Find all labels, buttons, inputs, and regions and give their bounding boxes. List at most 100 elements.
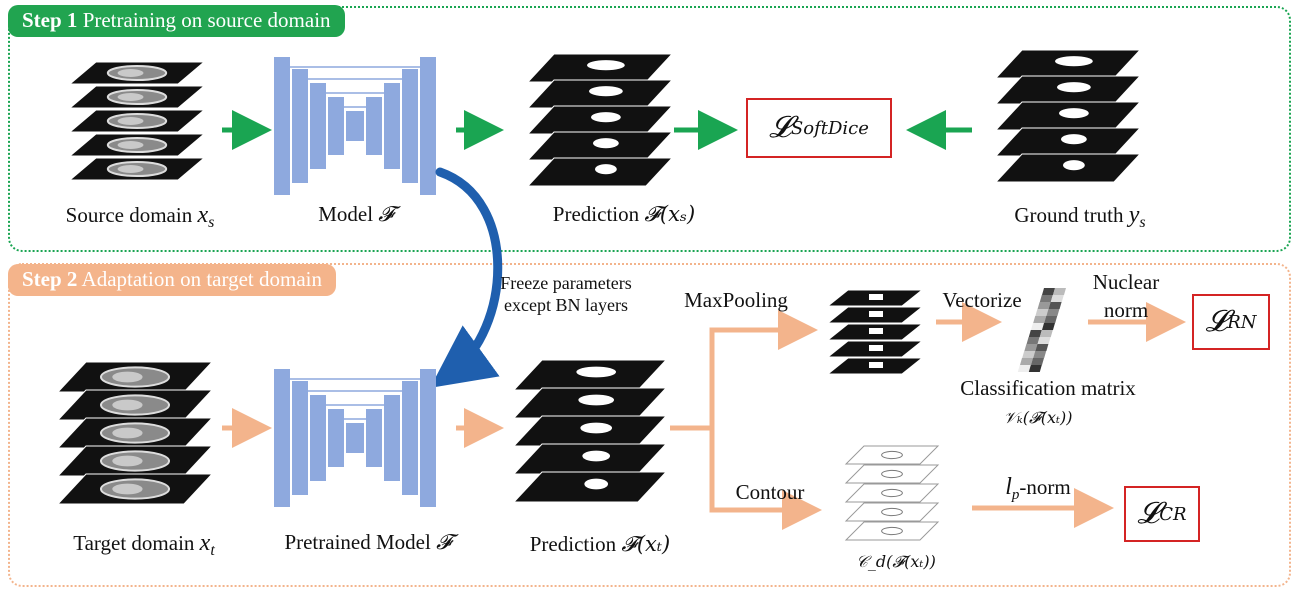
mask-blob: [1061, 134, 1087, 145]
mri-organ: [112, 455, 143, 467]
matrix-cell: [1042, 288, 1055, 295]
mri-organ: [117, 93, 144, 101]
matrix-cell: [1022, 351, 1036, 358]
mask-blob: [587, 60, 625, 71]
label-cd-math: 𝒞_d(𝓕(xₜ)): [856, 552, 936, 571]
loss-cr-box: 𝓛 CR: [1124, 486, 1200, 542]
unet-block: [346, 423, 364, 453]
mask-blob: [589, 86, 623, 97]
unet-block: [328, 409, 344, 467]
matrix-cell: [1035, 344, 1049, 351]
mri-organ: [112, 371, 143, 383]
loss-softdice-box: 𝓛 SoftDice: [746, 98, 892, 158]
label-maxpooling: MaxPooling: [684, 288, 788, 312]
pretrained-model-unet: [274, 369, 436, 507]
unet-block: [420, 57, 436, 195]
matrix-cell: [1053, 288, 1066, 295]
mask-blob: [582, 450, 611, 462]
matrix-cell: [1050, 295, 1064, 302]
pool-cell: [869, 294, 883, 300]
mri-organ: [117, 165, 144, 173]
matrix-cell: [1026, 337, 1040, 344]
stack-slice: [844, 521, 940, 541]
label-lp-norm: lp-norm: [1005, 474, 1071, 504]
unet-block: [328, 97, 344, 155]
mri-organ: [117, 141, 144, 149]
unet-block: [274, 57, 290, 195]
matrix-cell: [1033, 351, 1047, 358]
unet-block: [402, 381, 418, 495]
unet-block: [384, 83, 400, 169]
pool-cell: [869, 311, 883, 317]
matrix-cell: [1037, 337, 1051, 344]
unet-block: [292, 381, 308, 495]
label-model: Model 𝓕: [318, 202, 394, 226]
mask-blob: [578, 394, 615, 406]
pool-cell: [869, 345, 883, 351]
mask-blob: [595, 164, 617, 175]
matrix-cell: [1028, 365, 1042, 372]
unet-block: [310, 395, 326, 481]
label-prediction-source: Prediction 𝓕(xₛ): [552, 202, 696, 226]
unet-block: [384, 395, 400, 481]
model-unet: [274, 57, 436, 195]
mri-organ: [117, 117, 144, 125]
mri-organ: [112, 427, 143, 439]
unet-block: [366, 97, 382, 155]
stack-slice: [844, 483, 940, 503]
mask-blob: [1063, 160, 1085, 171]
prediction-target-stack: [512, 359, 668, 503]
ground-truth-stack: [994, 49, 1142, 183]
label-source-domain: Source domain xs: [65, 202, 215, 232]
step1-banner: Step 1 Pretraining on source domain: [8, 5, 345, 37]
mask-blob: [591, 112, 621, 123]
unet-block: [366, 409, 382, 467]
label-contour: Contour: [735, 480, 805, 504]
label-vectorize: Vectorize: [942, 288, 1022, 312]
mask-blob: [593, 138, 619, 149]
label-target-domain: Target domain xt: [73, 530, 215, 560]
contour-outline: [881, 488, 903, 498]
matrix-cell: [1028, 330, 1042, 337]
loss-rn-box: 𝓛 RN: [1192, 294, 1270, 350]
unet-block: [346, 111, 364, 141]
matrix-cell: [1033, 316, 1047, 323]
unet-block: [292, 69, 308, 183]
stack-slice: [844, 464, 940, 484]
mask-blob: [1057, 82, 1091, 93]
label-nuclear-norm: Nuclear norm: [1092, 270, 1160, 322]
matrix-cell: [1020, 358, 1033, 365]
freeze-curve-arrow: [430, 167, 503, 388]
matrix-cell: [1042, 323, 1055, 330]
matrix-cell: [1039, 295, 1053, 302]
mri-organ: [112, 483, 143, 495]
contour-outline: [881, 469, 903, 479]
prediction-source-stack: [526, 53, 674, 187]
pool-cell: [869, 362, 883, 368]
unet-block: [402, 69, 418, 183]
unet-block: [274, 369, 290, 507]
contour-outline: [881, 450, 903, 460]
mri-organ: [112, 399, 143, 411]
matrix-cell: [1024, 344, 1038, 351]
unet-block: [420, 369, 436, 507]
classification-matrix-graphic: [1017, 288, 1066, 372]
branch-line-contour: [709, 428, 822, 530]
mri-organ: [117, 69, 144, 77]
step2-panel: [8, 263, 1291, 587]
matrix-cell: [1046, 309, 1060, 316]
stack-slice: [844, 502, 940, 522]
matrix-cell: [1037, 302, 1051, 309]
pool-cell: [869, 328, 883, 334]
label-ground-truth: Ground truth ys: [1014, 202, 1146, 232]
matrix-cell: [1017, 365, 1031, 372]
contour-outline: [881, 526, 903, 536]
matrix-cell: [1031, 323, 1044, 330]
label-prediction-target: Prediction 𝓕(xₜ): [529, 532, 671, 556]
maxpool-stack: [826, 289, 924, 375]
source-domain-stack: [68, 61, 206, 181]
label-freeze: Freeze parameters except BN layers: [500, 273, 632, 315]
label-classification-matrix: Classification matrix: [960, 376, 1136, 400]
matrix-cell: [1035, 309, 1049, 316]
